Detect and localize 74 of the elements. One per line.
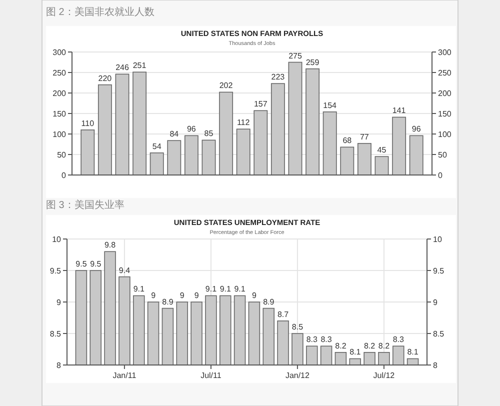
data-label: 8.2 <box>378 341 390 350</box>
caption: 图 3：美国失业率 <box>46 199 124 211</box>
x-tick-label: Jul/12 <box>373 371 396 380</box>
x-tick-label: Jan/12 <box>285 371 310 380</box>
x-tick-label: Jan/11 <box>112 371 137 380</box>
y2-tick-label: 9.5 <box>433 266 445 276</box>
y2-tick-label: 100 <box>438 130 452 139</box>
data-label: 9 <box>180 291 185 300</box>
y-tick-label: 150 <box>52 110 67 118</box>
y2-tick-label: 250 <box>438 68 452 78</box>
y-tick-label: 50 <box>57 150 67 160</box>
data-label: 85 <box>204 129 214 138</box>
data-label: 9.4 <box>118 266 131 275</box>
y2-tick-label: 50 <box>438 150 448 160</box>
data-label: 9.5 <box>90 260 102 268</box>
data-label: 112 <box>236 118 250 128</box>
data-label: 246 <box>116 63 130 72</box>
data-label: 259 <box>306 58 320 67</box>
data-label: 275 <box>288 51 302 60</box>
y-tick-label: 250 <box>52 68 67 78</box>
data-label: 9.5 <box>76 260 88 268</box>
data-label: 251 <box>132 61 147 70</box>
data-label: 154 <box>323 100 338 110</box>
y2-tick-label: 300 <box>438 48 452 57</box>
data-label: 8.5 <box>292 322 304 332</box>
data-label: 8.3 <box>320 335 332 344</box>
data-label: 9.1 <box>220 284 232 294</box>
y-tick-label: 8 <box>56 361 62 370</box>
data-label: 9 <box>252 291 257 300</box>
data-label: 141 <box>392 106 406 116</box>
data-label: 8.3 <box>306 335 318 344</box>
data-label: 8.9 <box>162 297 174 306</box>
data-label: 8.2 <box>335 341 347 350</box>
y-tick-label: 10 <box>52 235 62 244</box>
data-label: 9.1 <box>205 284 218 294</box>
data-label: 84 <box>170 130 180 139</box>
data-label: 8.1 <box>407 348 419 357</box>
y-tick-label: 8.5 <box>50 330 62 338</box>
data-label: 8.7 <box>277 310 290 319</box>
data-label: 8.2 <box>364 341 376 350</box>
data-label: 9.1 <box>234 284 246 294</box>
y2-tick-label: 8 <box>433 361 438 370</box>
data-label: 68 <box>342 136 352 146</box>
y-tick-label: 300 <box>52 48 67 57</box>
y-tick-label: 200 <box>52 89 67 98</box>
y2-tick-label: 9 <box>433 298 438 307</box>
data-label: 220 <box>98 74 112 83</box>
data-label: 96 <box>186 124 196 134</box>
y-tick-label: 0 <box>62 171 67 180</box>
data-label: 9.8 <box>104 240 116 250</box>
data-label: 96 <box>412 124 422 134</box>
y2-tick-label: 150 <box>438 110 452 118</box>
y-tick-label: 9.5 <box>50 266 62 276</box>
data-label: 8.3 <box>392 335 404 344</box>
data-label: 9 <box>151 291 156 300</box>
data-label: 223 <box>271 72 286 82</box>
data-label: 9.1 <box>133 284 145 294</box>
data-label: 45 <box>377 146 387 155</box>
data-label: 8.9 <box>263 297 275 306</box>
data-label: 8.1 <box>350 348 362 357</box>
data-label: 77 <box>360 132 370 142</box>
y2-tick-label: 0 <box>438 171 443 180</box>
caption: 图 2：美国非农就业人数 <box>46 6 154 18</box>
data-label: 202 <box>219 81 234 90</box>
data-label: 157 <box>254 100 268 109</box>
y2-tick-label: 8.5 <box>433 330 445 338</box>
y2-tick-label: 10 <box>433 235 442 244</box>
data-label: 9 <box>194 291 200 300</box>
data-label: 54 <box>152 142 162 151</box>
y-tick-label: 100 <box>52 130 67 139</box>
x-tick-label: Jul/11 <box>200 371 222 380</box>
y-tick-label: 9 <box>56 298 62 307</box>
data-label: 110 <box>81 118 95 128</box>
y2-tick-label: 200 <box>438 89 452 98</box>
